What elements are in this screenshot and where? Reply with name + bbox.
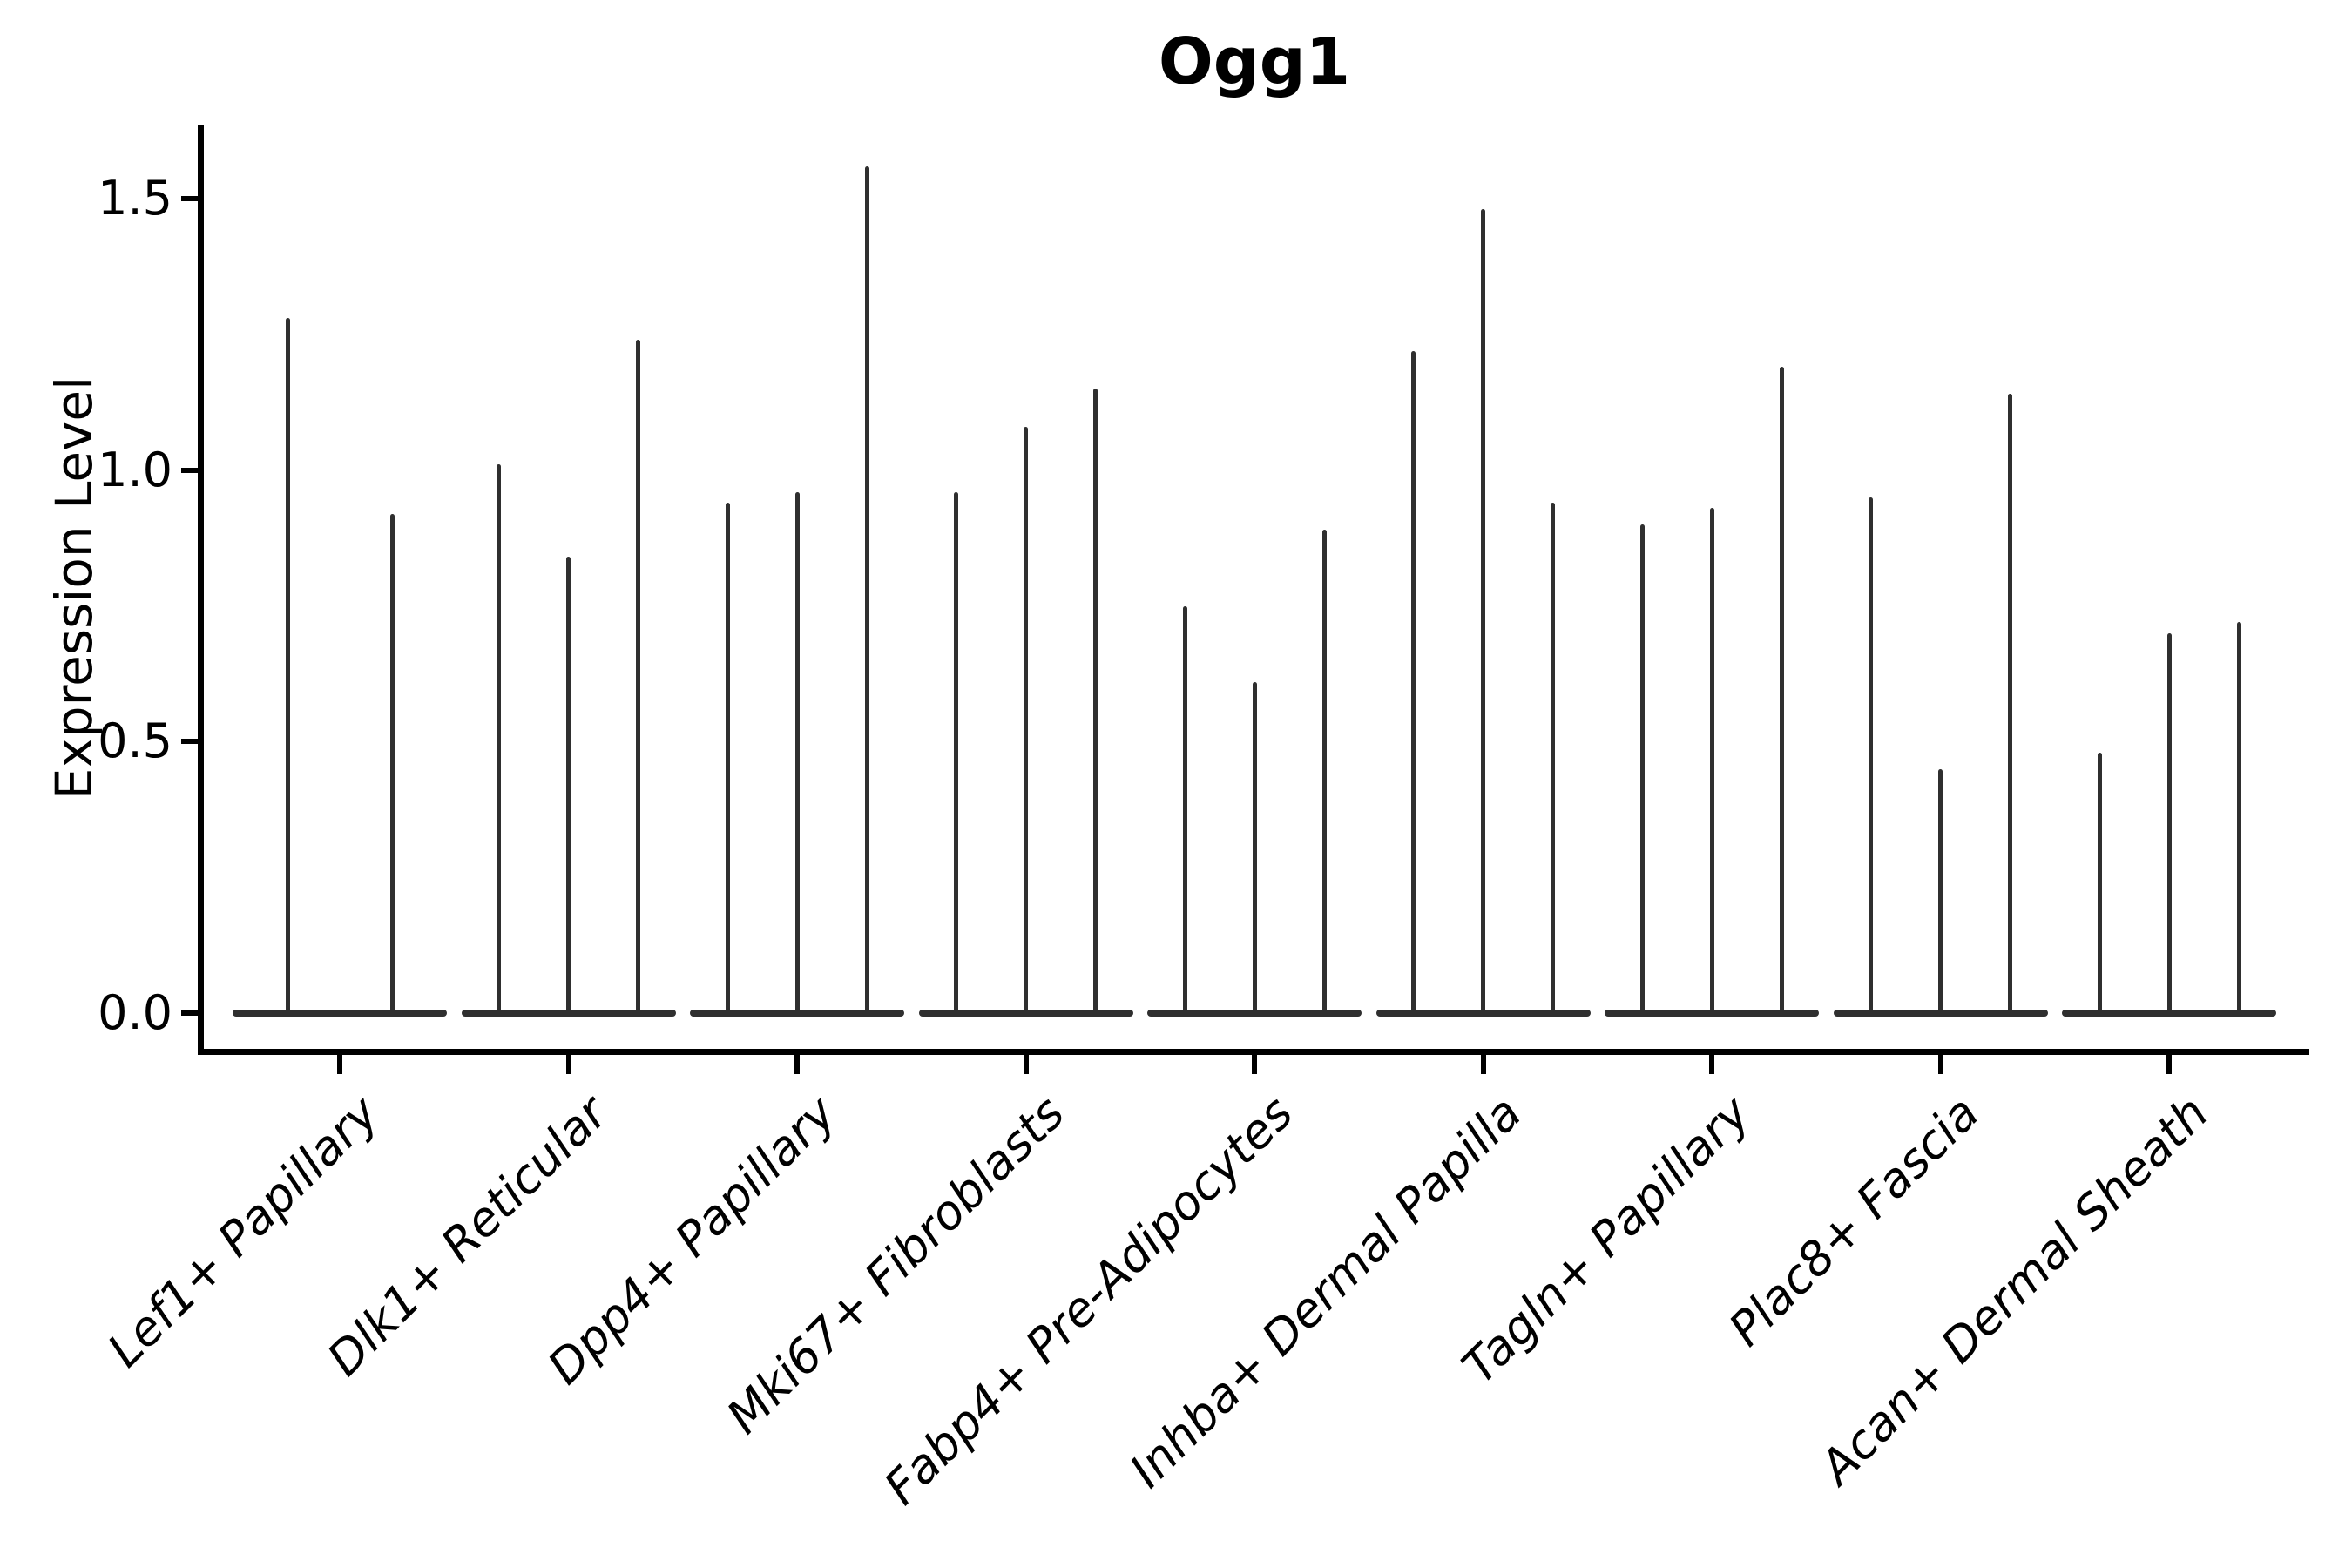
- violin-spike: [2097, 752, 2102, 1015]
- plot-title: Ogg1: [1158, 24, 1351, 99]
- violin-spike: [285, 318, 290, 1015]
- y-tick-label: 0.0: [98, 985, 172, 1040]
- x-tick-mark: [1480, 1055, 1486, 1074]
- violin-spike: [497, 464, 501, 1015]
- violin-spike: [2008, 394, 2012, 1015]
- violin-spike: [954, 491, 958, 1015]
- violin-spike: [1024, 426, 1028, 1015]
- y-tick-label: 0.5: [98, 713, 172, 769]
- y-tick-mark: [181, 467, 200, 473]
- y-tick-mark: [181, 1010, 200, 1016]
- y-tick-label: 1.0: [98, 442, 172, 497]
- y-tick-mark: [181, 196, 200, 201]
- violin-spike: [1938, 768, 1943, 1015]
- x-tick-mark: [1252, 1055, 1257, 1074]
- violin-spike: [1481, 209, 1485, 1015]
- violin-spike: [1639, 524, 1645, 1015]
- violin-spike: [1411, 350, 1416, 1015]
- y-tick-mark: [181, 739, 200, 745]
- violin-spike: [1321, 530, 1327, 1015]
- violin-spike: [1252, 681, 1257, 1015]
- x-tick-mark: [1023, 1055, 1029, 1074]
- violin-spike: [1093, 389, 1098, 1015]
- x-axis-tick-label: Fabp4+ Pre-Adipocytes: [874, 1085, 1304, 1516]
- violin-spike: [864, 166, 869, 1015]
- x-tick-mark: [794, 1055, 800, 1074]
- x-tick-mark: [1709, 1055, 1714, 1074]
- x-axis-tick-label: Inhba+ Dermal Papilla: [1119, 1085, 1533, 1498]
- x-axis-tick-label: Acan+ Dermal Sheath: [1808, 1085, 2219, 1495]
- x-tick-mark: [1937, 1055, 1943, 1074]
- violin-spike: [566, 557, 571, 1015]
- y-tick-label: 1.5: [98, 171, 172, 226]
- violin-spike: [725, 503, 730, 1015]
- x-tick-mark: [2166, 1055, 2172, 1074]
- violin-spike: [1182, 605, 1187, 1015]
- violin-baseline: [233, 1010, 447, 1017]
- violin-spike: [2166, 632, 2172, 1015]
- x-tick-mark: [565, 1055, 571, 1074]
- violin-spike: [636, 340, 640, 1015]
- violin-spike: [794, 491, 800, 1015]
- violin-spike: [389, 513, 395, 1015]
- x-tick-mark: [337, 1055, 342, 1074]
- violin-spike: [1779, 367, 1784, 1015]
- violin-spike: [2236, 622, 2241, 1015]
- violin-spike: [1551, 503, 1555, 1015]
- violin-spike: [1709, 508, 1714, 1015]
- y-axis-spine: [198, 125, 204, 1055]
- violin-spike: [1869, 497, 1873, 1015]
- x-axis-spine: [198, 1049, 2309, 1055]
